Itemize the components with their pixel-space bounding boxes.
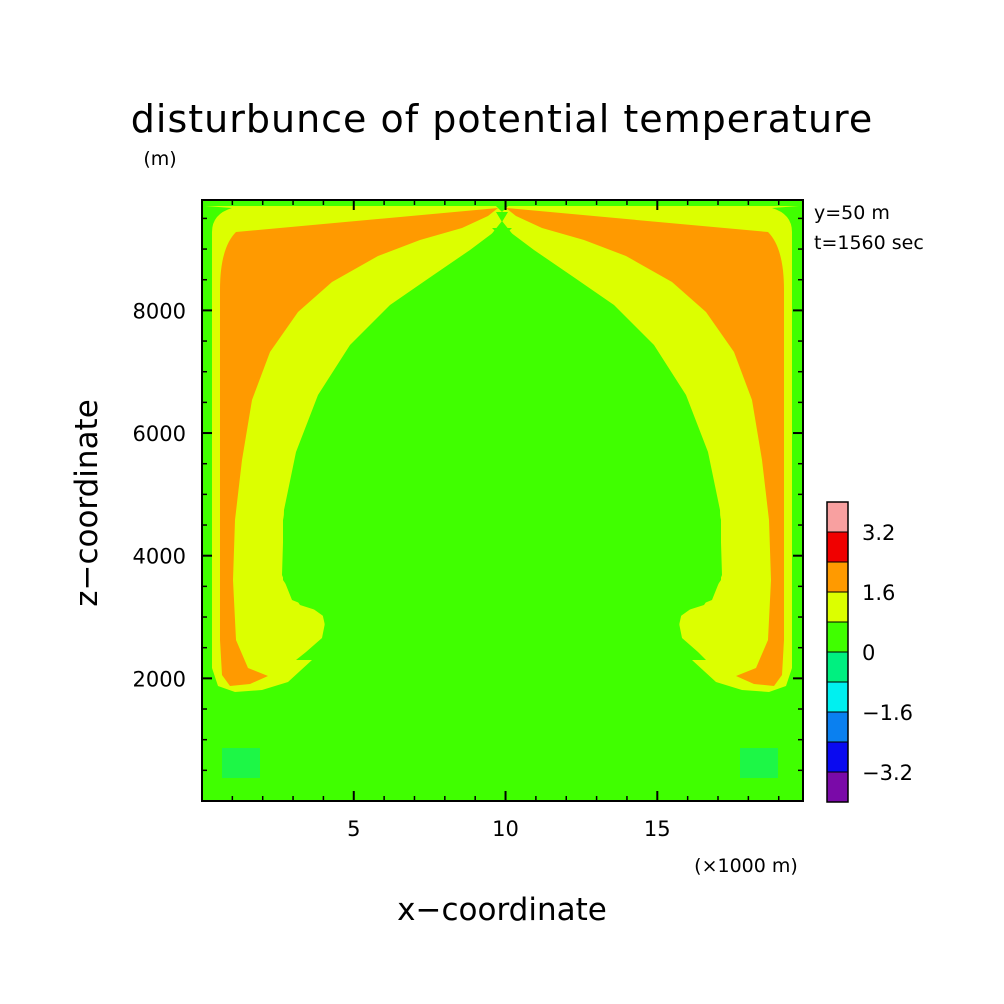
colorbar-swatch xyxy=(827,712,848,742)
contour-region-right-orange xyxy=(506,208,784,686)
x-axis-title: x−coordinate xyxy=(397,892,607,928)
colorbar-swatch xyxy=(827,532,848,562)
y-tick-label: 8000 xyxy=(133,299,186,323)
annotation-time: t=1560 sec xyxy=(814,232,924,254)
contour-plot-area xyxy=(201,199,804,802)
x-tick-label: 15 xyxy=(644,817,671,841)
x-tick-label: 10 xyxy=(492,817,519,841)
colorbar-swatch xyxy=(827,502,848,532)
y-axis-tick-labels: 2000 4000 6000 8000 xyxy=(133,299,186,691)
colorbar-tick-label: 3.2 xyxy=(862,521,895,545)
colorbar-swatch xyxy=(827,742,848,772)
plot-frame xyxy=(201,199,804,802)
colorbar-tick-label: 1.6 xyxy=(862,581,895,605)
x-unit-label: (×1000 m) xyxy=(694,855,798,877)
colorbar xyxy=(826,501,849,803)
contour-region-left-orange xyxy=(220,208,498,686)
colorbar-tick-label: −3.2 xyxy=(862,761,913,785)
colorbar-tick-label: −1.6 xyxy=(862,701,913,725)
colorbar-swatch xyxy=(827,652,848,682)
colorbar-swatch xyxy=(827,592,848,622)
y-tick-label: 6000 xyxy=(133,422,186,446)
chart-title: disturbunce of potential temperature xyxy=(131,97,873,141)
x-axis-tick-labels: 5 10 15 xyxy=(347,817,671,841)
y-unit-label: (m) xyxy=(143,148,176,170)
contour-plume-top-ripples xyxy=(484,212,520,274)
contour-region-central-plume xyxy=(282,226,722,660)
colorbar-swatch xyxy=(827,562,848,592)
annotation-y-position: y=50 m xyxy=(814,202,890,224)
y-tick-label: 2000 xyxy=(133,667,186,691)
colorbar-tick-label: 0 xyxy=(862,641,875,665)
x-tick-label: 5 xyxy=(347,817,360,841)
y-tick-label: 4000 xyxy=(133,545,186,569)
contour-small-cyan-patches xyxy=(222,748,778,778)
y-axis-title: z−coordinate xyxy=(69,399,105,607)
colorbar-tick-labels: 3.2 1.6 0 −1.6 −3.2 xyxy=(862,521,913,785)
colorbar-swatch xyxy=(827,622,848,652)
colorbar-swatch xyxy=(827,682,848,712)
colorbar-frame xyxy=(826,501,849,803)
colorbar-swatch xyxy=(827,772,848,802)
